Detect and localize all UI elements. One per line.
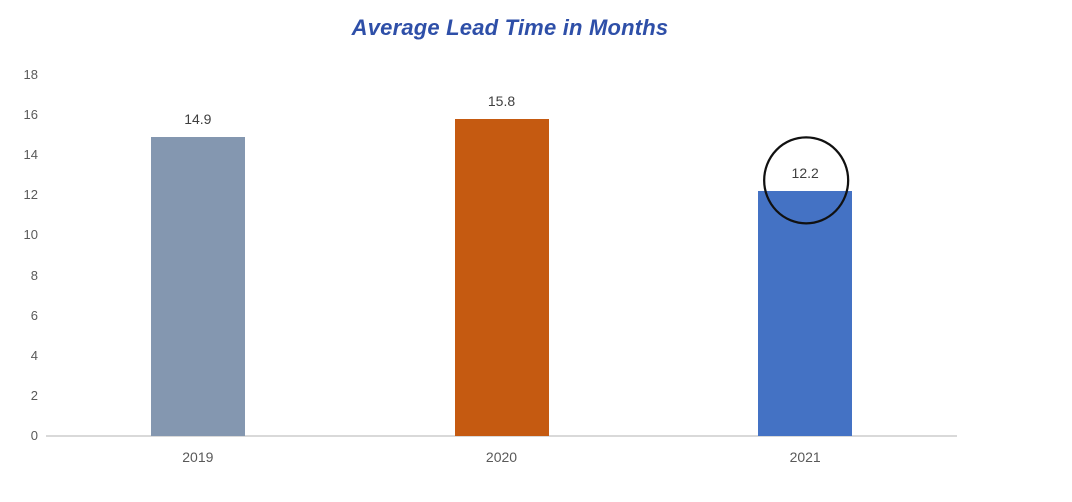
y-axis-tick-label: 10 [23, 227, 38, 243]
y-axis-tick-label: 14 [23, 147, 38, 163]
x-axis-label-2020: 2020 [485, 449, 518, 465]
x-axis-label-2019: 2019 [182, 449, 214, 465]
y-axis-tick-label: 18 [23, 67, 38, 82]
y-axis-tick-label: 16 [23, 107, 38, 123]
chart-title: Average Lead Time in Months [351, 15, 669, 40]
data-label-2021: 12.2 [791, 165, 819, 182]
y-axis-tick-label: 8 [30, 267, 38, 283]
bar-2019 [150, 137, 245, 436]
y-axis-tick-label: 12 [23, 187, 38, 203]
bar-2021 [758, 191, 853, 436]
y-axis-tick-label: 2 [30, 387, 38, 403]
data-label-2020: 15.8 [487, 93, 516, 110]
x-axis-label-2021: 2021 [789, 449, 821, 465]
data-label-2019: 14.9 [184, 111, 212, 128]
x-axis-baseline [46, 435, 957, 437]
y-axis-tick-label: 6 [30, 307, 38, 323]
y-axis-tick-label: 4 [30, 347, 38, 363]
bar-2020 [454, 119, 549, 436]
y-axis-tick-label: 0 [30, 428, 38, 443]
